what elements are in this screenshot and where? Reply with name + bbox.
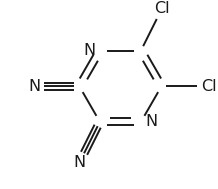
Text: N: N <box>28 79 40 94</box>
Text: Cl: Cl <box>154 1 170 16</box>
Text: Cl: Cl <box>201 79 216 94</box>
Text: N: N <box>84 43 96 58</box>
Text: N: N <box>74 155 86 170</box>
Text: N: N <box>145 114 157 129</box>
